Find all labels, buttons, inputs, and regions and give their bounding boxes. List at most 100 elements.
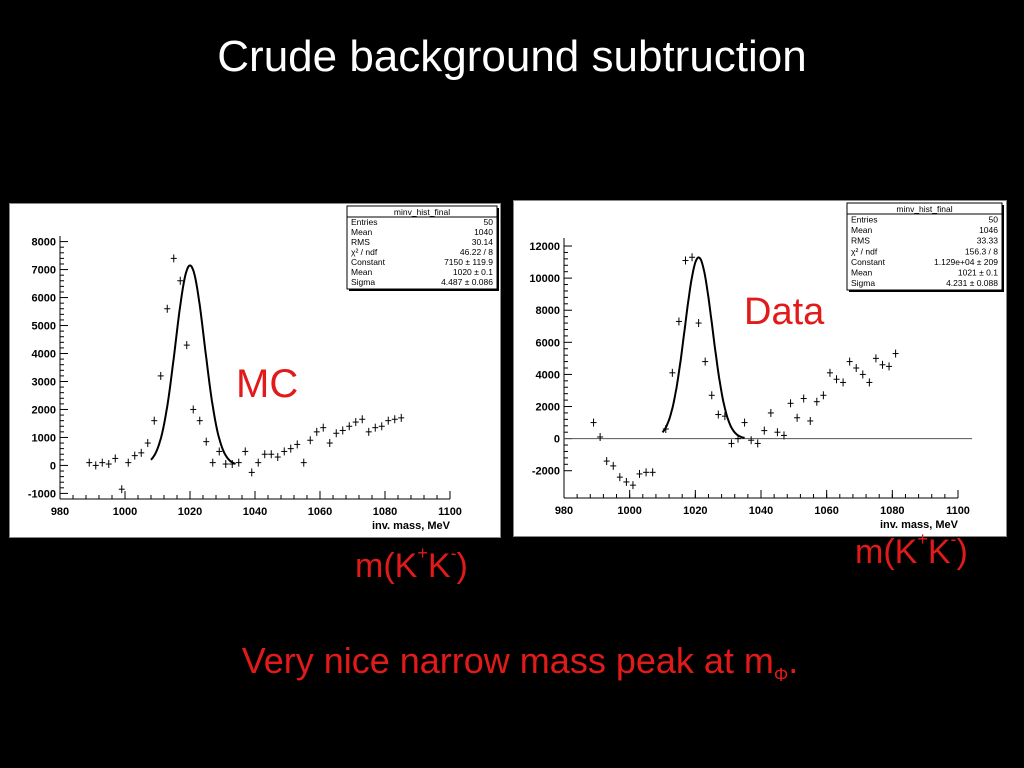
data-point [326, 439, 333, 448]
data-point [675, 317, 682, 326]
stats-box: minv_hist_final Entries 50 Mean 1040 RMS 30.14… [346, 205, 499, 291]
data-point [846, 357, 853, 366]
stats-row-label: Mean [851, 225, 873, 235]
data-point [892, 349, 899, 358]
stats-box-title: minv_hist_final [896, 204, 952, 214]
data-point [151, 416, 158, 425]
data-point [610, 461, 617, 470]
data-point [242, 447, 249, 456]
data-point [339, 426, 346, 435]
data-point [695, 319, 702, 328]
stats-row-value: 1046 [979, 225, 998, 235]
gaussian-fit-curve [150, 264, 236, 465]
data-point [780, 431, 787, 440]
x-tick-label: 1020 [178, 506, 202, 518]
mkk-caption-left: m(K+K-) [355, 543, 468, 586]
y-tick-label: 12000 [529, 241, 560, 253]
stats-row-label: Sigma [851, 278, 875, 288]
data-point [300, 458, 307, 467]
data-point [833, 375, 840, 384]
data-point [255, 458, 262, 467]
data-point [603, 457, 610, 466]
data-point [689, 253, 696, 262]
data-point [682, 256, 689, 265]
x-tick-label: 1000 [617, 505, 641, 517]
data-point [196, 416, 203, 425]
y-tick-label: 2000 [536, 402, 560, 414]
y-tick-label: 0 [554, 434, 560, 446]
data-point [794, 413, 801, 422]
data-point [125, 458, 132, 467]
x-tick-label: 1040 [749, 505, 773, 517]
axes: -1000 0 1000 2000 3000 4000 5000 6000 7000 8000 98… [28, 236, 462, 532]
stats-row-value: 4.487 ± 0.086 [441, 277, 493, 287]
data-point [190, 405, 197, 414]
data-point [761, 426, 768, 435]
data-point [391, 415, 398, 424]
data-point [164, 304, 171, 313]
data-point [131, 451, 138, 460]
mkk-mid: K [427, 547, 451, 585]
stats-row-label: Mean [351, 227, 373, 237]
data-point [721, 412, 728, 421]
mkk-mid: K [927, 533, 951, 571]
y-tick-label: 2000 [32, 404, 56, 416]
data-point [767, 408, 774, 417]
data-point [170, 254, 177, 263]
data-point [86, 458, 93, 467]
x-tick-label: 1040 [243, 506, 267, 518]
stats-box-title: minv_hist_final [394, 207, 450, 217]
x-axis-label: inv. mass, MeV [880, 519, 959, 531]
y-tick-label: 6000 [32, 293, 56, 305]
data-point [209, 458, 216, 467]
stats-row-value: 50 [484, 217, 494, 227]
mkk-sup-minus: - [950, 529, 957, 549]
data-point [807, 416, 814, 425]
y-tick-label: 10000 [529, 273, 560, 285]
data-point [649, 468, 656, 477]
gaussian-fit-curve [661, 256, 745, 439]
stats-row-value: 1021 ± 0.1 [958, 267, 998, 277]
data-point [853, 364, 860, 372]
data-point [669, 368, 676, 377]
x-axis-label: inv. mass, MeV [372, 520, 451, 532]
x-tick-label: 1060 [814, 505, 838, 517]
data-point [879, 360, 886, 369]
data-point [774, 428, 781, 437]
data-point [886, 362, 893, 371]
stats-row-value: 4.231 ± 0.088 [946, 278, 998, 288]
stats-box-frame [846, 202, 1003, 291]
data-point [183, 341, 190, 350]
caption-text: Very nice narrow mass peak at m [241, 640, 774, 681]
data-point [307, 436, 314, 445]
data-point [590, 418, 597, 427]
y-tick-label: 5000 [32, 321, 56, 333]
stats-row-value: 50 [989, 215, 999, 225]
x-tick-label: 1100 [438, 506, 462, 518]
data-point [378, 422, 385, 431]
data-point [840, 378, 847, 387]
data-point [222, 460, 229, 469]
y-tick-label: 8000 [32, 237, 56, 249]
stats-box: minv_hist_final Entries 50 Mean 1046 RMS 33.33… [846, 202, 1004, 292]
x-tick-label: 1080 [880, 505, 904, 517]
mkk-post: ) [456, 547, 468, 585]
stats-row-label: Sigma [351, 277, 375, 287]
stats-row-value: 7150 ± 119.9 [444, 257, 493, 267]
data-point [352, 418, 359, 427]
x-tick-label: 1100 [946, 505, 970, 517]
data-point [866, 378, 873, 387]
y-tick-label: -2000 [532, 466, 560, 478]
data-point [398, 413, 405, 422]
slide-title: Crude background subtruction [217, 32, 807, 81]
data-point [365, 427, 372, 436]
data-point [597, 433, 604, 442]
data-point [248, 468, 255, 477]
data-point [333, 429, 340, 438]
data-point [287, 444, 294, 453]
data-point [643, 468, 650, 477]
stats-row-value: 1.129e+04 ± 209 [934, 257, 998, 267]
data-plot-panel: -2000 0 2000 4000 6000 8000 10000 12000 980 1000 1… [513, 200, 1007, 537]
y-tick-label: 3000 [32, 376, 56, 388]
stats-row-value: 30.14 [472, 237, 494, 247]
